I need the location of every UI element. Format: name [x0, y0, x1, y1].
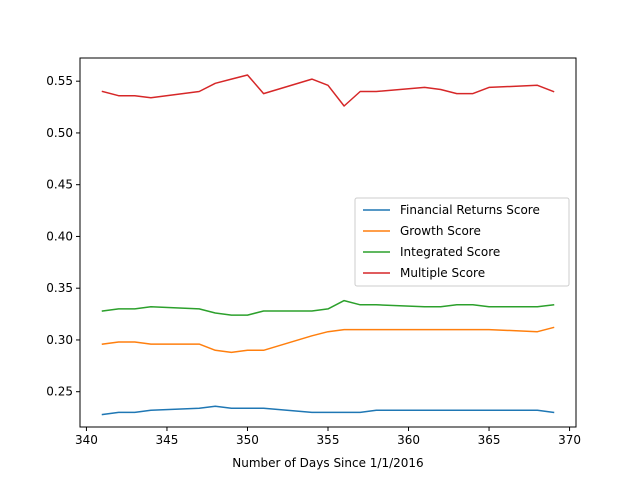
x-tick-label: 350	[236, 433, 259, 447]
series-line-financial-returns-score	[101, 405, 555, 416]
x-tick-label: 340	[75, 433, 98, 447]
x-tick-label: 345	[156, 433, 179, 447]
legend: Financial Returns Score Growth Score Integ…	[354, 197, 570, 287]
x-tick-label: 365	[478, 433, 501, 447]
y-axis: 0.25 0.30 0.35 0.40 0.45 0.50 0.55	[46, 74, 80, 399]
x-tick-label: 355	[317, 433, 340, 447]
series-line-integrated-score	[101, 299, 555, 316]
legend-label-financial-returns-score: Financial Returns Score	[400, 203, 540, 217]
series-layer	[101, 74, 555, 416]
x-axis: 340 345 350 355 360 365 370	[75, 427, 581, 447]
y-tick-label: 0.30	[46, 333, 73, 347]
x-tick-label: 370	[558, 433, 581, 447]
y-tick-label: 0.35	[46, 281, 73, 295]
legend-label-integrated-score: Integrated Score	[400, 245, 500, 259]
legend-box	[354, 197, 570, 287]
legend-label-growth-score: Growth Score	[400, 224, 481, 238]
y-tick-label: 0.25	[46, 385, 73, 399]
series-line-multiple-score	[101, 74, 555, 107]
x-axis-label: Number of Days Since 1/1/2016	[232, 456, 423, 470]
y-tick-label: 0.50	[46, 126, 73, 140]
x-tick-label: 360	[397, 433, 420, 447]
y-tick-label: 0.40	[46, 229, 73, 243]
legend-label-multiple-score: Multiple Score	[400, 266, 485, 280]
y-tick-label: 0.55	[46, 74, 73, 88]
y-tick-label: 0.45	[46, 178, 73, 192]
series-line-growth-score	[101, 326, 555, 354]
